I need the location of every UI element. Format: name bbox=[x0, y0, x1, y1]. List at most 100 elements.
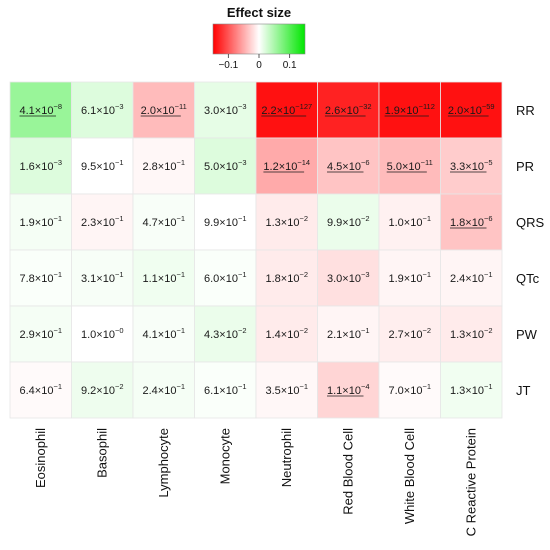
cell-p-value: 6.4×10−1 bbox=[19, 382, 62, 397]
cell-exponent: −1 bbox=[176, 326, 185, 335]
cell-times-ten: ×10 bbox=[342, 161, 361, 173]
cell-times-ten: ×10 bbox=[279, 161, 298, 173]
cell-p-value: 3.1×10−1 bbox=[81, 270, 124, 285]
row-label: RR bbox=[516, 103, 535, 118]
cell-times-ten: ×10 bbox=[96, 217, 115, 229]
cell-exponent: −1 bbox=[115, 214, 124, 223]
column-label: Neutrophil bbox=[279, 428, 294, 487]
heatmap-cell bbox=[440, 305, 503, 363]
cell-exponent: −3 bbox=[238, 102, 247, 111]
heatmap-cell bbox=[317, 361, 380, 419]
cell-mantissa: 4.7 bbox=[142, 217, 157, 229]
cell-p-value: 1.0×10−0 bbox=[81, 326, 124, 341]
cell-mantissa: 4.3 bbox=[204, 329, 219, 341]
cell-exponent: −2 bbox=[299, 214, 308, 223]
cell-times-ten: ×10 bbox=[96, 273, 115, 285]
cell-mantissa: 1.1 bbox=[327, 385, 342, 397]
cell-times-ten: ×10 bbox=[96, 161, 115, 173]
column-label: White Blood Cell bbox=[402, 428, 417, 524]
cell-p-value: 3.3×10−5 bbox=[450, 158, 493, 173]
cell-exponent: −14 bbox=[297, 158, 310, 167]
cell-p-value: 5.0×10−3 bbox=[204, 158, 247, 173]
cell-mantissa: 3.1 bbox=[81, 273, 96, 285]
cell-mantissa: 2.2 bbox=[261, 105, 276, 117]
cell-p-value: 2.3×10−1 bbox=[81, 214, 124, 229]
cell-exponent: −1 bbox=[115, 158, 124, 167]
cell-exponent: −2 bbox=[361, 214, 370, 223]
cell-exponent: −0 bbox=[115, 326, 124, 335]
cell-times-ten: ×10 bbox=[158, 273, 177, 285]
cell-p-value: 4.3×10−2 bbox=[204, 326, 247, 341]
cell-mantissa: 1.8 bbox=[265, 273, 280, 285]
cell-times-ten: ×10 bbox=[96, 105, 115, 117]
cell-times-ten: ×10 bbox=[96, 329, 115, 341]
cell-exponent: −1 bbox=[53, 270, 62, 279]
cell-mantissa: 9.5 bbox=[81, 161, 96, 173]
cell-exponent: −6 bbox=[361, 158, 370, 167]
heatmap-cell bbox=[132, 249, 195, 307]
cell-exponent: −3 bbox=[115, 102, 124, 111]
cell-exponent: −2 bbox=[299, 270, 308, 279]
heatmap-cell bbox=[378, 81, 441, 139]
cell-p-value: 1.3×10−2 bbox=[265, 214, 308, 229]
cell-times-ten: ×10 bbox=[281, 329, 300, 341]
heatmap-cell bbox=[378, 249, 441, 307]
cell-exponent: −4 bbox=[361, 382, 370, 391]
cell-times-ten: ×10 bbox=[281, 273, 300, 285]
cell-p-value: 5.0×10−11 bbox=[387, 158, 433, 173]
cell-exponent: −59 bbox=[482, 102, 495, 111]
heatmap-cell bbox=[378, 137, 441, 195]
cell-p-value: 2.0×10−11 bbox=[141, 102, 187, 117]
cell-mantissa: 1.3 bbox=[450, 329, 465, 341]
cell-p-value: 2.0×10−59 bbox=[448, 102, 495, 117]
legend-tick-label: −0.1 bbox=[218, 60, 238, 71]
cell-mantissa: 2.0 bbox=[141, 105, 156, 117]
column-label: C Reactive Protein bbox=[463, 428, 478, 536]
cell-exponent: −8 bbox=[53, 102, 62, 111]
cell-p-value: 6.1×10−1 bbox=[204, 382, 247, 397]
legend-tick-label: 0.1 bbox=[283, 60, 297, 71]
heatmap-cell bbox=[255, 137, 318, 195]
cell-exponent: −1 bbox=[422, 270, 431, 279]
cell-mantissa: 1.3 bbox=[450, 385, 465, 397]
heatmap-cell bbox=[9, 249, 72, 307]
cell-exponent: −11 bbox=[421, 158, 433, 167]
cell-mantissa: 2.4 bbox=[450, 273, 465, 285]
cell-mantissa: 1.8 bbox=[450, 217, 465, 229]
cell-mantissa: 6.1 bbox=[81, 105, 96, 117]
row-label: PR bbox=[516, 159, 534, 174]
cell-exponent: −2 bbox=[299, 326, 308, 335]
cell-times-ten: ×10 bbox=[219, 329, 238, 341]
heatmap-cell bbox=[317, 249, 380, 307]
cell-times-ten: ×10 bbox=[219, 161, 238, 173]
cell-exponent: −1 bbox=[422, 382, 431, 391]
cell-exponent: −11 bbox=[175, 102, 187, 111]
cell-p-value: 9.5×10−1 bbox=[81, 158, 124, 173]
cell-exponent: −32 bbox=[359, 102, 372, 111]
cell-times-ten: ×10 bbox=[35, 105, 54, 117]
cell-times-ten: ×10 bbox=[158, 217, 177, 229]
cell-mantissa: 4.1 bbox=[19, 105, 34, 117]
cell-p-value: 2.4×10−1 bbox=[142, 382, 185, 397]
row-label: JT bbox=[516, 383, 531, 398]
heatmap-cell bbox=[132, 137, 195, 195]
heatmap-cell bbox=[440, 137, 503, 195]
cell-times-ten: ×10 bbox=[35, 217, 54, 229]
cell-p-value: 2.8×10−1 bbox=[142, 158, 185, 173]
cell-exponent: −2 bbox=[238, 326, 247, 335]
cell-p-value: 9.9×10−2 bbox=[327, 214, 370, 229]
cell-p-value: 2.1×10−1 bbox=[327, 326, 370, 341]
cell-exponent: −2 bbox=[115, 382, 124, 391]
heatmap-cell bbox=[71, 137, 134, 195]
cell-p-value: 1.4×10−2 bbox=[265, 326, 308, 341]
heatmap-cell bbox=[440, 361, 503, 419]
cell-mantissa: 1.9 bbox=[19, 217, 34, 229]
cell-times-ten: ×10 bbox=[465, 385, 484, 397]
cell-exponent: −1 bbox=[53, 326, 62, 335]
cell-p-value: 7.0×10−1 bbox=[388, 382, 431, 397]
cell-exponent: −112 bbox=[419, 102, 435, 111]
column-label: Monocyte bbox=[217, 428, 232, 484]
cell-p-value: 9.9×10−1 bbox=[204, 214, 247, 229]
cell-mantissa: 2.8 bbox=[142, 161, 157, 173]
